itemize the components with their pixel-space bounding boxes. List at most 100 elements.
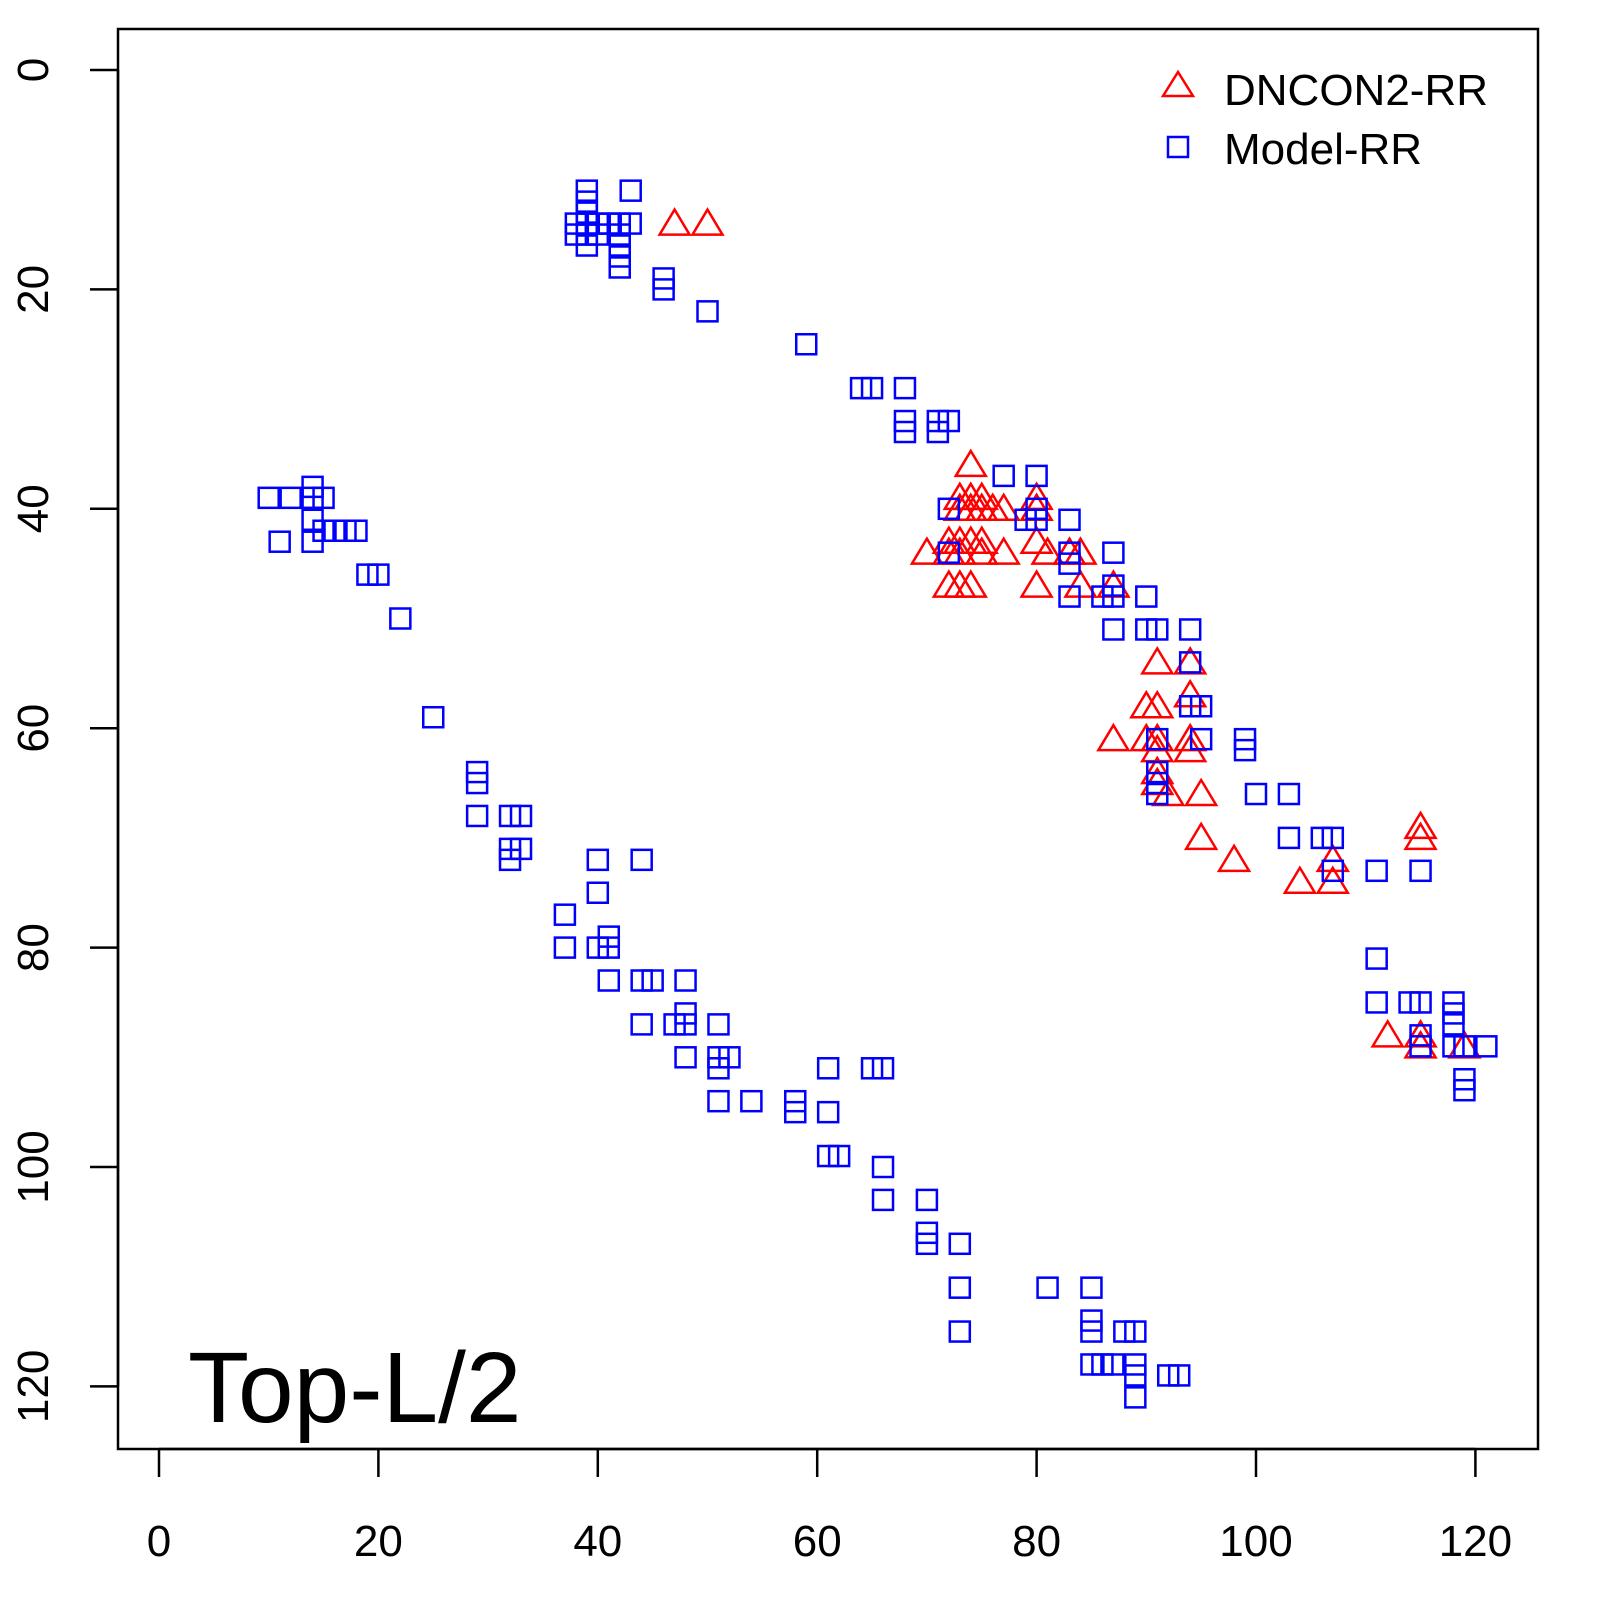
model-rr-point <box>1025 508 1048 532</box>
model-rr-point <box>597 936 621 959</box>
dncon2-rr-point <box>1403 810 1438 840</box>
model-rr-point <box>1167 1364 1191 1387</box>
plot-frame <box>116 27 1540 1451</box>
model-rr-point <box>893 376 917 400</box>
model-rr-point <box>1365 947 1388 970</box>
model-rr-point <box>1178 651 1202 674</box>
model-rr-point <box>1080 1320 1103 1343</box>
model-rr-point <box>1146 727 1169 751</box>
model-rr-point <box>816 1057 840 1080</box>
dncon2-rr-point <box>986 536 1021 565</box>
model-rr-point <box>301 530 324 553</box>
dncon2-rr-point <box>964 525 999 554</box>
model-rr-point <box>1233 738 1257 762</box>
dncon2-rr-point <box>964 481 999 511</box>
dncon2-rr-point <box>1315 843 1350 873</box>
model-rr-point <box>1058 552 1081 575</box>
model-rr-point <box>674 969 697 992</box>
model-rr-point <box>1102 585 1125 608</box>
model-rr-point <box>465 804 489 828</box>
model-rr-point <box>1189 695 1213 718</box>
model-rr-point <box>1321 859 1345 883</box>
model-rr-point <box>652 278 675 301</box>
x-tick-label: 0 <box>147 1517 171 1566</box>
model-rr-point <box>784 1100 807 1124</box>
model-rr-point <box>674 1013 697 1036</box>
dncon2-rr-point <box>1096 722 1131 752</box>
model-rr-point <box>619 179 642 202</box>
model-rr-point <box>937 497 961 521</box>
model-rr-point <box>915 1188 939 1212</box>
model-rr-point <box>1146 618 1169 641</box>
model-rr-point <box>268 530 291 553</box>
y-tick-label: 120 <box>9 1350 58 1423</box>
legend-square-icon <box>1166 135 1190 159</box>
dncon2-rr-point <box>1019 525 1054 554</box>
model-rr-point <box>1409 1035 1432 1058</box>
model-rr-point <box>915 1232 939 1256</box>
model-rr-point <box>1102 618 1125 641</box>
model-rr-point <box>586 881 610 904</box>
model-rr-point <box>707 1057 730 1080</box>
model-rr-point <box>257 486 280 510</box>
data-points <box>257 179 1498 1409</box>
model-rr-point <box>1102 1353 1125 1376</box>
model-rr-point <box>389 607 412 630</box>
y-tick-label: 40 <box>9 484 58 533</box>
x-tick-label: 40 <box>573 1517 622 1566</box>
model-rr-point <box>794 333 818 356</box>
model-rr-point <box>674 1046 697 1069</box>
model-rr-point <box>641 969 664 992</box>
model-rr-point <box>1058 508 1081 532</box>
model-rr-point <box>871 1155 895 1179</box>
model-rr-point <box>586 223 610 246</box>
model-rr-point <box>1025 464 1048 488</box>
model-rr-point <box>1277 782 1301 806</box>
model-rr-point <box>948 1232 972 1256</box>
dncon2-rr-point <box>953 448 988 478</box>
dncon2-rr-point <box>1403 821 1438 851</box>
model-rr-point <box>465 771 489 795</box>
dncon2-rr-point <box>942 569 978 598</box>
model-rr-point <box>1036 1276 1059 1299</box>
model-rr-point <box>827 1144 851 1168</box>
model-rr-point <box>1453 1078 1476 1102</box>
model-rr-point <box>1365 991 1388 1014</box>
model-rr-point <box>740 1089 763 1113</box>
model-rr-point <box>871 1188 895 1212</box>
model-rr-point <box>1124 1386 1147 1409</box>
dncon2-rr-point <box>690 207 725 236</box>
model-rr-point <box>1178 618 1202 641</box>
model-rr-point <box>992 464 1015 488</box>
model-rr-point <box>1442 1013 1465 1036</box>
dncon2-rr-point <box>953 569 988 598</box>
model-rr-point <box>871 1057 895 1080</box>
dncon2-rr-point <box>986 492 1021 522</box>
x-tick-label: 80 <box>1012 1517 1061 1566</box>
model-rr-point <box>345 519 368 542</box>
legend-label-dncon2: DNCON2-RR <box>1224 66 1488 115</box>
y-tick-label: 60 <box>9 704 58 753</box>
model-rr-point <box>312 486 335 510</box>
dncon2-rr-point <box>1019 569 1054 598</box>
model-rr-point <box>553 936 577 959</box>
model-rr-point <box>1124 1320 1147 1343</box>
model-rr-point <box>1135 585 1158 608</box>
y-axis: 0 20 40 60 80 100 120 <box>9 58 120 1423</box>
dncon2-rr-point <box>1129 689 1164 719</box>
x-tick-label: 120 <box>1439 1517 1512 1566</box>
dncon2-rr-point <box>1183 821 1219 851</box>
model-rr-point <box>597 969 621 992</box>
model-rr-point <box>1321 826 1345 850</box>
model-rr-point <box>586 848 610 872</box>
model-rr-point <box>1102 541 1125 564</box>
model-rr-point <box>608 256 631 279</box>
plot-annotation: Top-L/2 <box>188 1332 522 1444</box>
model-rr-point <box>422 705 445 729</box>
model-rr-point <box>893 420 917 444</box>
model-rr-point <box>948 1276 972 1299</box>
model-rr-point <box>630 1013 653 1036</box>
dncon2-rr-point <box>1140 689 1175 719</box>
dncon2-rr-point <box>1282 865 1318 895</box>
